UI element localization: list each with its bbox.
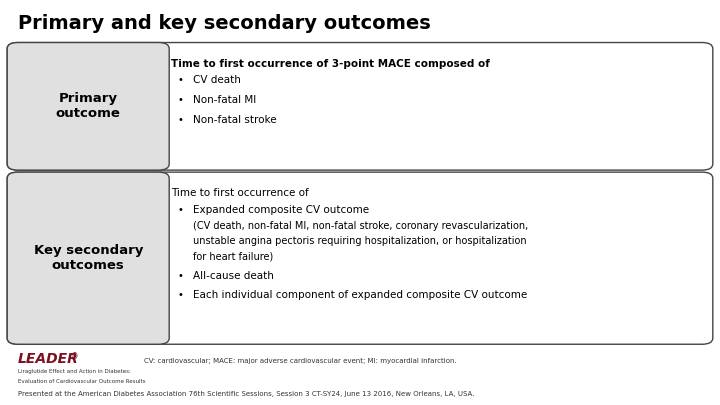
FancyBboxPatch shape bbox=[7, 172, 169, 344]
Text: (CV death, non-fatal MI, non-fatal stroke, coronary revascularization,: (CV death, non-fatal MI, non-fatal strok… bbox=[193, 221, 528, 231]
Text: •: • bbox=[177, 95, 183, 105]
Text: •: • bbox=[177, 205, 183, 215]
Text: Primary and key secondary outcomes: Primary and key secondary outcomes bbox=[18, 14, 431, 33]
Text: Evaluation of Cardiovascular Outcome Results: Evaluation of Cardiovascular Outcome Res… bbox=[18, 379, 145, 384]
FancyBboxPatch shape bbox=[7, 172, 713, 344]
Text: •: • bbox=[177, 290, 183, 301]
Text: All-cause death: All-cause death bbox=[193, 271, 274, 281]
Text: for heart failure): for heart failure) bbox=[193, 252, 273, 262]
Text: Non-fatal MI: Non-fatal MI bbox=[193, 95, 256, 105]
Text: CV: cardiovascular; MACE: major adverse cardiovascular event; MI: myocardial inf: CV: cardiovascular; MACE: major adverse … bbox=[144, 358, 456, 364]
Text: Liraglutide Effect and Action in Diabetes:: Liraglutide Effect and Action in Diabete… bbox=[18, 369, 131, 373]
Text: Time to first occurrence of: Time to first occurrence of bbox=[171, 188, 309, 198]
Text: CV death: CV death bbox=[193, 75, 240, 85]
Text: Non-fatal stroke: Non-fatal stroke bbox=[193, 115, 276, 126]
Text: unstable angina pectoris requiring hospitalization, or hospitalization: unstable angina pectoris requiring hospi… bbox=[193, 236, 526, 246]
Text: •: • bbox=[177, 271, 183, 281]
Text: Presented at the American Diabetes Association 76th Scientific Sessions, Session: Presented at the American Diabetes Assoc… bbox=[18, 391, 474, 397]
Text: Primary
outcome: Primary outcome bbox=[55, 92, 121, 120]
Text: Key secondary
outcomes: Key secondary outcomes bbox=[34, 244, 143, 272]
Text: Expanded composite CV outcome: Expanded composite CV outcome bbox=[193, 205, 369, 215]
Text: Each individual component of expanded composite CV outcome: Each individual component of expanded co… bbox=[193, 290, 527, 301]
Text: ®: ® bbox=[71, 352, 78, 361]
Text: •: • bbox=[177, 75, 183, 85]
Text: •: • bbox=[177, 115, 183, 126]
FancyBboxPatch shape bbox=[7, 43, 713, 170]
Text: LEADER: LEADER bbox=[18, 352, 78, 367]
Text: Time to first occurrence of 3-point MACE composed of: Time to first occurrence of 3-point MACE… bbox=[171, 59, 490, 69]
FancyBboxPatch shape bbox=[7, 43, 169, 170]
